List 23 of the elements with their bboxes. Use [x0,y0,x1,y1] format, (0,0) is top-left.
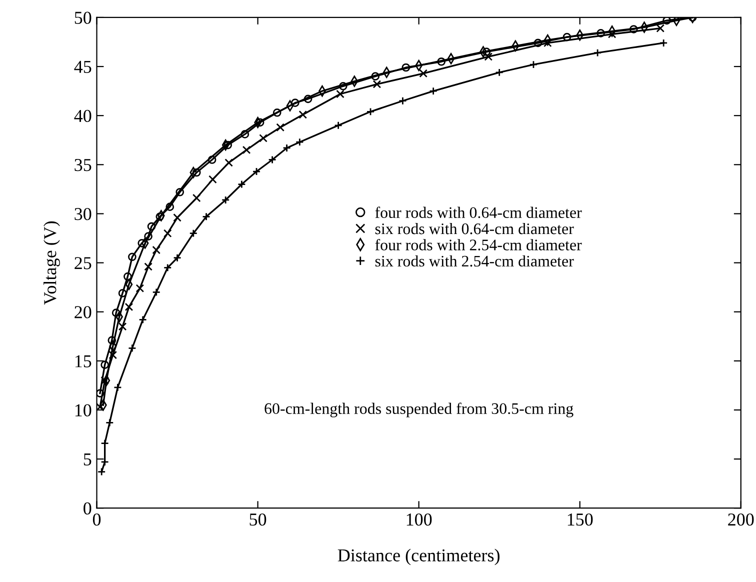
y-tick-label: 50 [74,12,92,24]
x-tick-label: 0 [92,513,101,526]
x-tick-label: 150 [568,513,593,526]
legend-label: four rods with 0.64-cm diameter [375,206,582,218]
y-tick-label: 25 [74,257,92,270]
annotation: 60-cm-length rods suspended from 30.5-cm ring [264,402,574,418]
legend-label: four rods with 2.54-cm diameter [375,238,582,250]
y-tick-label: 30 [74,208,92,220]
legend-label: six rods with 0.64-cm diameter [375,222,574,234]
y-tick-label: 20 [74,306,92,318]
x-tick-label: 200 [728,513,754,526]
y-tick-label: 10 [75,404,92,416]
y-tick-label: 45 [74,60,92,73]
y-tick-label: 15 [75,355,92,368]
y-tick-label: 5 [84,453,92,466]
y-axis-title: Voltage (V) [44,221,60,305]
x-tick-label: 100 [406,513,432,526]
y-tick-label: 0 [84,502,92,515]
x-tick-label: 50 [250,513,266,526]
y-tick-label: 40 [74,110,92,122]
x-axis-title: Distance (centimeters) [338,548,500,566]
legend-label: six rods with 2.54-cm diameter [375,255,574,267]
y-tick-label: 35 [74,158,92,172]
